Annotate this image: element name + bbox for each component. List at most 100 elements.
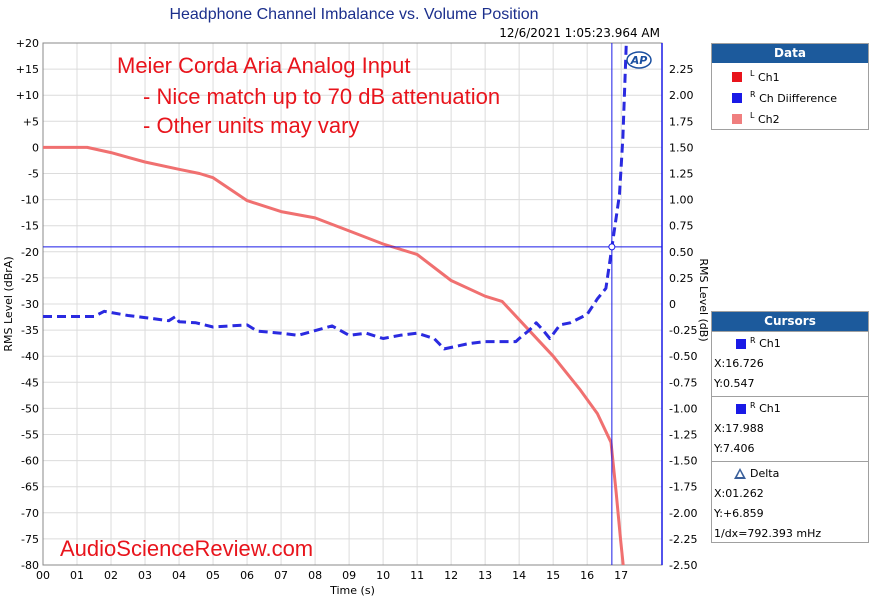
y-tick-label-left: +10 (16, 89, 39, 102)
x-tick-label: 02 (104, 569, 118, 582)
grid (42, 42, 662, 566)
ap-logo: AP (626, 51, 652, 69)
cursor1-title: R Ch1 (714, 334, 868, 354)
y-tick-label-right: -2.25 (669, 533, 697, 546)
annotation-line3: - Other units may vary (143, 113, 359, 138)
x-tick-label: 16 (580, 569, 594, 582)
y-tick-label-left: -65 (21, 481, 39, 494)
x-tick-label: 15 (546, 569, 560, 582)
y-tick-label-right: 1.25 (669, 168, 694, 181)
cursor-layer (43, 43, 662, 565)
legend-swatch (732, 93, 742, 103)
y-tick-label-left: -5 (28, 168, 39, 181)
cursor1-block[interactable]: R Ch1 X:16.726 Y:0.547 (712, 331, 868, 396)
y-tick-label-left: +5 (23, 115, 39, 128)
delta-y: Y:+6.859 (714, 507, 764, 520)
y-tick-label-right: -1.75 (669, 481, 697, 494)
cursor1-swatch (736, 339, 746, 349)
delta-block[interactable]: Delta X:01.262 Y:+6.859 1/dx=792.393 mHz (712, 461, 868, 546)
y-tick-label-right: -1.00 (669, 402, 697, 415)
y-tick-label-right: 2.00 (669, 89, 694, 102)
timestamp: 12/6/2021 1:05:23.964 AM (499, 26, 660, 40)
x-tick-label: 09 (342, 569, 356, 582)
y-tick-label-left: -30 (21, 298, 39, 311)
y-tick-label-left: -55 (21, 429, 39, 442)
y-axis-label-right: RMS Level (dB) (697, 258, 710, 341)
legend-panel: Data L Ch1 R Ch Diifference L Ch2 (711, 43, 869, 130)
legend-swatch (732, 114, 742, 124)
legend-label-text: Ch2 (757, 113, 780, 126)
legend-label-text: Ch1 (757, 71, 780, 84)
y-tick-label-left: 0 (32, 141, 39, 154)
cursor1-label: Ch1 (759, 337, 781, 350)
legend-channel-sup: L (750, 69, 755, 78)
y-tick-label-right: -2.00 (669, 507, 697, 520)
y-tick-label-right: -0.50 (669, 350, 697, 363)
y-tick-label-left: -35 (21, 324, 39, 337)
cursors-panel: Cursors R Ch1 X:16.726 Y:0.547 R Ch1 X:1… (711, 311, 869, 543)
x-tick-label: 10 (376, 569, 390, 582)
legend-title: Data (712, 44, 868, 63)
y-tick-label-left: -50 (21, 402, 39, 415)
x-axis-label: Time (s) (329, 584, 375, 597)
y-tick-label-left: -75 (21, 533, 39, 546)
legend-item[interactable]: L Ch2 (712, 109, 868, 130)
cursor2-y: Y:7.406 (714, 442, 755, 455)
ap-logo-text: AP (630, 54, 648, 67)
x-tick-label: 08 (308, 569, 322, 582)
y-tick-label-left: -40 (21, 350, 39, 363)
legend-channel-sup: R (750, 90, 756, 99)
series-layer (43, 43, 628, 565)
x-tick-label: 17 (614, 569, 628, 582)
cursor1-sup: R (750, 336, 756, 345)
y-tick-label-right: 0.50 (669, 246, 694, 259)
cursor2-block[interactable]: R Ch1 X:17.988 Y:7.406 (712, 396, 868, 461)
y-tick-label-left: -45 (21, 376, 39, 389)
y-tick-label-left: -25 (21, 272, 39, 285)
x-tick-label: 01 (70, 569, 84, 582)
delta-inv: 1/dx=792.393 mHz (714, 527, 822, 540)
legend-swatch (732, 72, 742, 82)
y-tick-label-right: 1.75 (669, 115, 694, 128)
legend-item-label: L Ch2 (750, 109, 780, 130)
legend-rows: L Ch1 R Ch Diifference L Ch2 (712, 63, 868, 130)
y-tick-label-right: -1.25 (669, 429, 697, 442)
watermark: AudioScienceReview.com (60, 536, 313, 561)
x-tick-label: 00 (36, 569, 50, 582)
legend-item-label: R Ch Diifference (750, 88, 837, 109)
series-line-2 (43, 43, 628, 351)
y-tick-label-right: 0 (669, 298, 676, 311)
y-tick-label-right: 2.25 (669, 63, 694, 76)
legend-item[interactable]: R Ch Diifference (712, 88, 868, 109)
cursor1-y: Y:0.547 (714, 377, 755, 390)
delta-label: Delta (750, 467, 780, 480)
annotation-line2: - Nice match up to 70 dB attenuation (143, 84, 500, 109)
y-tick-label-right: 1.00 (669, 194, 694, 207)
legend-label-text: Ch Diifference (759, 92, 837, 105)
x-tick-label: 11 (410, 569, 424, 582)
series-line-1 (43, 145, 625, 565)
x-tick-label: 14 (512, 569, 526, 582)
y-tick-label-right: 0.25 (669, 272, 694, 285)
cursor1-x: X:16.726 (714, 357, 764, 370)
cursor2-label: Ch1 (759, 402, 781, 415)
cursor2-x: X:17.988 (714, 422, 764, 435)
delta-title: Delta (714, 464, 868, 484)
cursor2-title: R Ch1 (714, 399, 868, 419)
delta-x: X:01.262 (714, 487, 764, 500)
y-axis-label-left: RMS Level (dBrA) (2, 256, 15, 351)
legend-item[interactable]: L Ch1 (712, 67, 868, 88)
axes: 00 01 02 03 04 05 06 07 08 09 10 11 12 13 14 15 16 17+20+… (2, 37, 710, 597)
y-tick-label-left: -60 (21, 455, 39, 468)
cursor2-sup: R (750, 401, 756, 410)
x-tick-label: 06 (240, 569, 254, 582)
x-tick-label: 05 (206, 569, 220, 582)
x-tick-label: 12 (444, 569, 458, 582)
y-tick-label-right: -2.50 (669, 559, 697, 572)
y-tick-label-left: -80 (21, 559, 39, 572)
y-tick-label-left: -20 (21, 246, 39, 259)
cursor-marker (608, 243, 616, 251)
x-tick-label: 03 (138, 569, 152, 582)
x-tick-label: 04 (172, 569, 186, 582)
